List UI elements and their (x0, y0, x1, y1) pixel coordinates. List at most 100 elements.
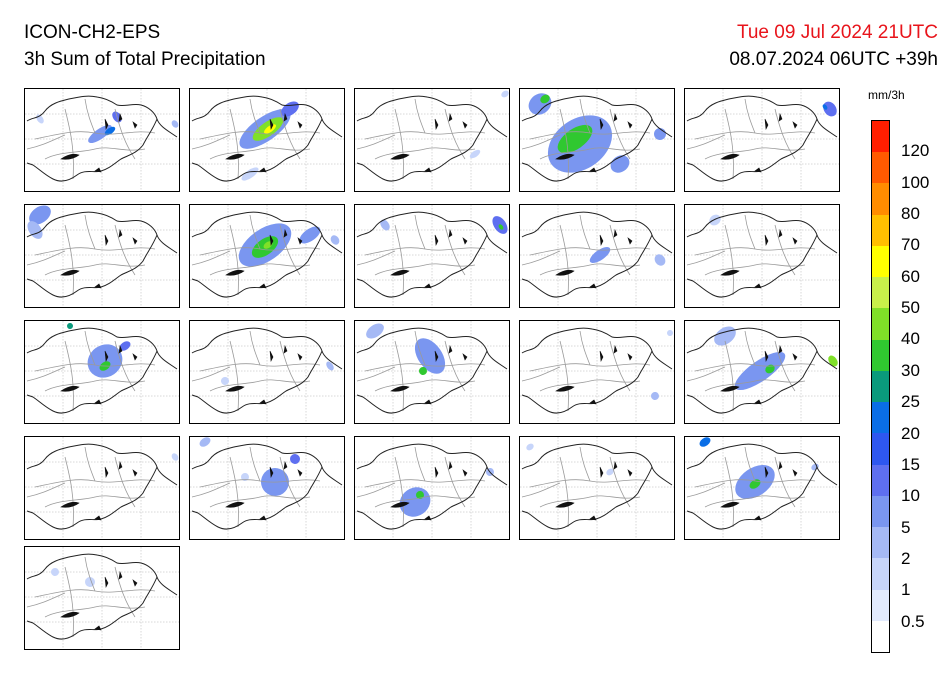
precipitation-area (414, 338, 446, 374)
ensemble-member-map (519, 320, 675, 424)
regional-boundary (279, 340, 301, 392)
regional-boundary (64, 340, 74, 412)
lake (118, 228, 123, 238)
lake (720, 153, 740, 160)
precipitation-area (264, 124, 276, 134)
regional-boundary (64, 224, 74, 296)
regional-boundary (539, 495, 641, 508)
ensemble-member-map (519, 436, 675, 540)
regional-boundary (84, 214, 96, 250)
regional-boundary (724, 340, 734, 412)
regional-boundary (394, 456, 404, 528)
model-title: ICON-CH2-EPS (24, 22, 161, 43)
regional-boundary (414, 330, 426, 366)
regional-boundary (539, 263, 641, 276)
regional-boundary (559, 108, 569, 180)
ensemble-member-map (24, 204, 180, 308)
lake (792, 237, 798, 245)
precipitation-area (469, 149, 481, 159)
regional-boundary (114, 566, 136, 618)
regional-boundary (744, 214, 756, 250)
country-border (521, 211, 673, 298)
precipitation-area (416, 491, 424, 499)
colorbar-segment (872, 464, 889, 496)
colorbar-label: 80 (901, 204, 920, 224)
country-border (521, 443, 673, 530)
regional-boundary (521, 134, 561, 150)
country-border (191, 327, 343, 414)
lake (118, 344, 123, 354)
regional-boundary (114, 340, 136, 392)
colorbar-label: 5 (901, 517, 911, 537)
regional-boundary (559, 340, 569, 412)
ensemble-member-map (354, 436, 510, 540)
regional-boundary (114, 224, 136, 276)
regional-boundary (414, 98, 426, 134)
country-border (26, 95, 178, 182)
lake (104, 576, 109, 589)
precipitation-area (27, 221, 43, 239)
regional-boundary (209, 495, 311, 508)
regional-boundary (26, 250, 66, 266)
lake (104, 234, 109, 247)
regional-boundary (609, 224, 631, 276)
lake (104, 350, 109, 363)
lake (132, 353, 138, 361)
ensemble-member-map (24, 436, 180, 540)
regional-boundary (704, 263, 806, 276)
lake (225, 385, 245, 392)
lake (225, 501, 245, 508)
lake (613, 460, 618, 470)
colorbar-segment (872, 121, 889, 153)
lake (269, 118, 274, 131)
precipitation-area (699, 437, 711, 447)
precipitation-area (29, 205, 51, 225)
precipitation-area (526, 443, 534, 451)
lake (269, 466, 274, 479)
lake (778, 228, 783, 238)
lake (390, 501, 410, 508)
lake (720, 501, 740, 508)
colorbar-label: 20 (901, 423, 920, 443)
colorbar-segment (872, 620, 889, 652)
map-canvas (190, 321, 344, 423)
regional-boundary (44, 147, 146, 160)
lake (225, 269, 245, 276)
map-canvas (685, 321, 839, 423)
map-canvas (25, 547, 179, 649)
lake (764, 350, 769, 363)
regional-boundary (559, 456, 569, 528)
lake (104, 466, 109, 479)
colorbar-segment (872, 370, 889, 403)
colorbar-label: 70 (901, 235, 920, 255)
country-border (356, 327, 508, 414)
lake (462, 469, 468, 477)
regional-boundary (539, 379, 641, 392)
lake (462, 353, 468, 361)
regional-boundary (394, 224, 404, 296)
regional-boundary (374, 379, 476, 392)
precipitation-area (667, 330, 673, 336)
lake (132, 579, 138, 587)
lake (132, 121, 138, 129)
lake (118, 460, 123, 470)
precipitation-area (709, 214, 721, 226)
regional-boundary (774, 340, 796, 392)
regional-boundary (774, 108, 796, 160)
lake (94, 515, 102, 521)
colorbar-segment (872, 183, 889, 215)
lake (720, 385, 740, 392)
regional-boundary (84, 98, 96, 134)
regional-boundary (114, 456, 136, 508)
precipitation-area (326, 361, 334, 371)
map-canvas (190, 205, 344, 307)
colorbar-label: 100 (901, 172, 930, 192)
regional-boundary (559, 224, 569, 296)
lake (390, 269, 410, 276)
regional-boundary (209, 263, 311, 276)
regional-boundary (579, 98, 591, 134)
colorbar-label: 120 (901, 141, 930, 161)
lake (390, 385, 410, 392)
regional-boundary (686, 250, 726, 266)
colorbar-label: 15 (901, 454, 920, 474)
